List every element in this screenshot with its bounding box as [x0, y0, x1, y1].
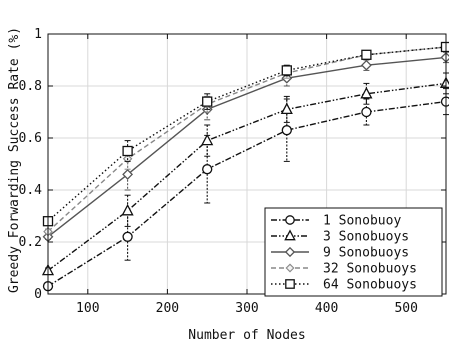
marker-triangle — [280, 102, 293, 115]
marker-circle — [122, 231, 133, 242]
marker-diamond — [440, 51, 449, 63]
x-axis-label: Number of Nodes — [188, 328, 305, 343]
marker-diamond — [285, 263, 295, 273]
series-line — [47, 100, 447, 287]
marker-triangle — [360, 86, 373, 99]
y-tick-label: 0.4 — [19, 183, 43, 198]
legend-label: 32 Sonobuoys — [323, 262, 417, 277]
marker-square — [122, 145, 133, 157]
x-tick-label: 100 — [76, 301, 99, 316]
legend-label: 64 Sonobuoys — [323, 278, 417, 293]
legend-item: 32 Sonobuoys — [271, 262, 417, 277]
marker-circle — [440, 96, 449, 107]
series-line — [47, 46, 447, 222]
marker-square — [202, 96, 213, 107]
legend-item: 64 Sonobuoys — [271, 278, 417, 293]
marker-square — [361, 49, 372, 60]
series-line — [47, 82, 447, 272]
marker-circle — [281, 125, 292, 136]
series-line — [47, 56, 447, 238]
y-tick-label: 0.2 — [19, 235, 42, 250]
marker-diamond — [360, 59, 372, 71]
marker-circle — [202, 164, 213, 175]
x-tick-label: 400 — [315, 301, 338, 316]
marker-diamond — [122, 168, 134, 180]
y-tick-label: 1 — [34, 27, 42, 42]
marker-triangle — [121, 203, 134, 216]
marker-square — [440, 41, 449, 53]
y-tick-label: 0.6 — [19, 131, 42, 146]
legend-label: 9 Sonobuoys — [323, 246, 409, 261]
y-tick-label: 0.8 — [19, 79, 42, 94]
x-tick-label: 200 — [156, 301, 179, 316]
marker-square — [285, 279, 295, 289]
series-layer — [41, 41, 449, 292]
legend-label: 3 Sonobuoys — [323, 230, 409, 245]
legend-label: 1 Sonobuoy — [323, 214, 401, 229]
marker-triangle — [201, 133, 214, 146]
legend-item: 1 Sonobuoy — [271, 214, 401, 229]
marker-diamond — [284, 246, 296, 258]
x-tick-label: 500 — [394, 301, 417, 316]
marker-square — [281, 65, 292, 76]
x-tick-label: 300 — [235, 301, 258, 316]
series-line — [47, 46, 447, 233]
legend-item: 3 Sonobuoys — [271, 229, 409, 245]
marker-triangle — [284, 229, 296, 241]
marker-circle — [361, 106, 372, 118]
series-64-sonobuoys — [42, 41, 449, 227]
ticks: 100 200 300 400 500 0 0.2 0.4 0.6 0.8 1 — [19, 27, 446, 316]
y-axis-label: Greedy Forwarding Success Rate (%) — [7, 27, 22, 293]
legend-item: 9 Sonobuoys — [271, 246, 409, 261]
y-tick-label: 0 — [34, 287, 42, 302]
marker-circle — [285, 215, 295, 225]
